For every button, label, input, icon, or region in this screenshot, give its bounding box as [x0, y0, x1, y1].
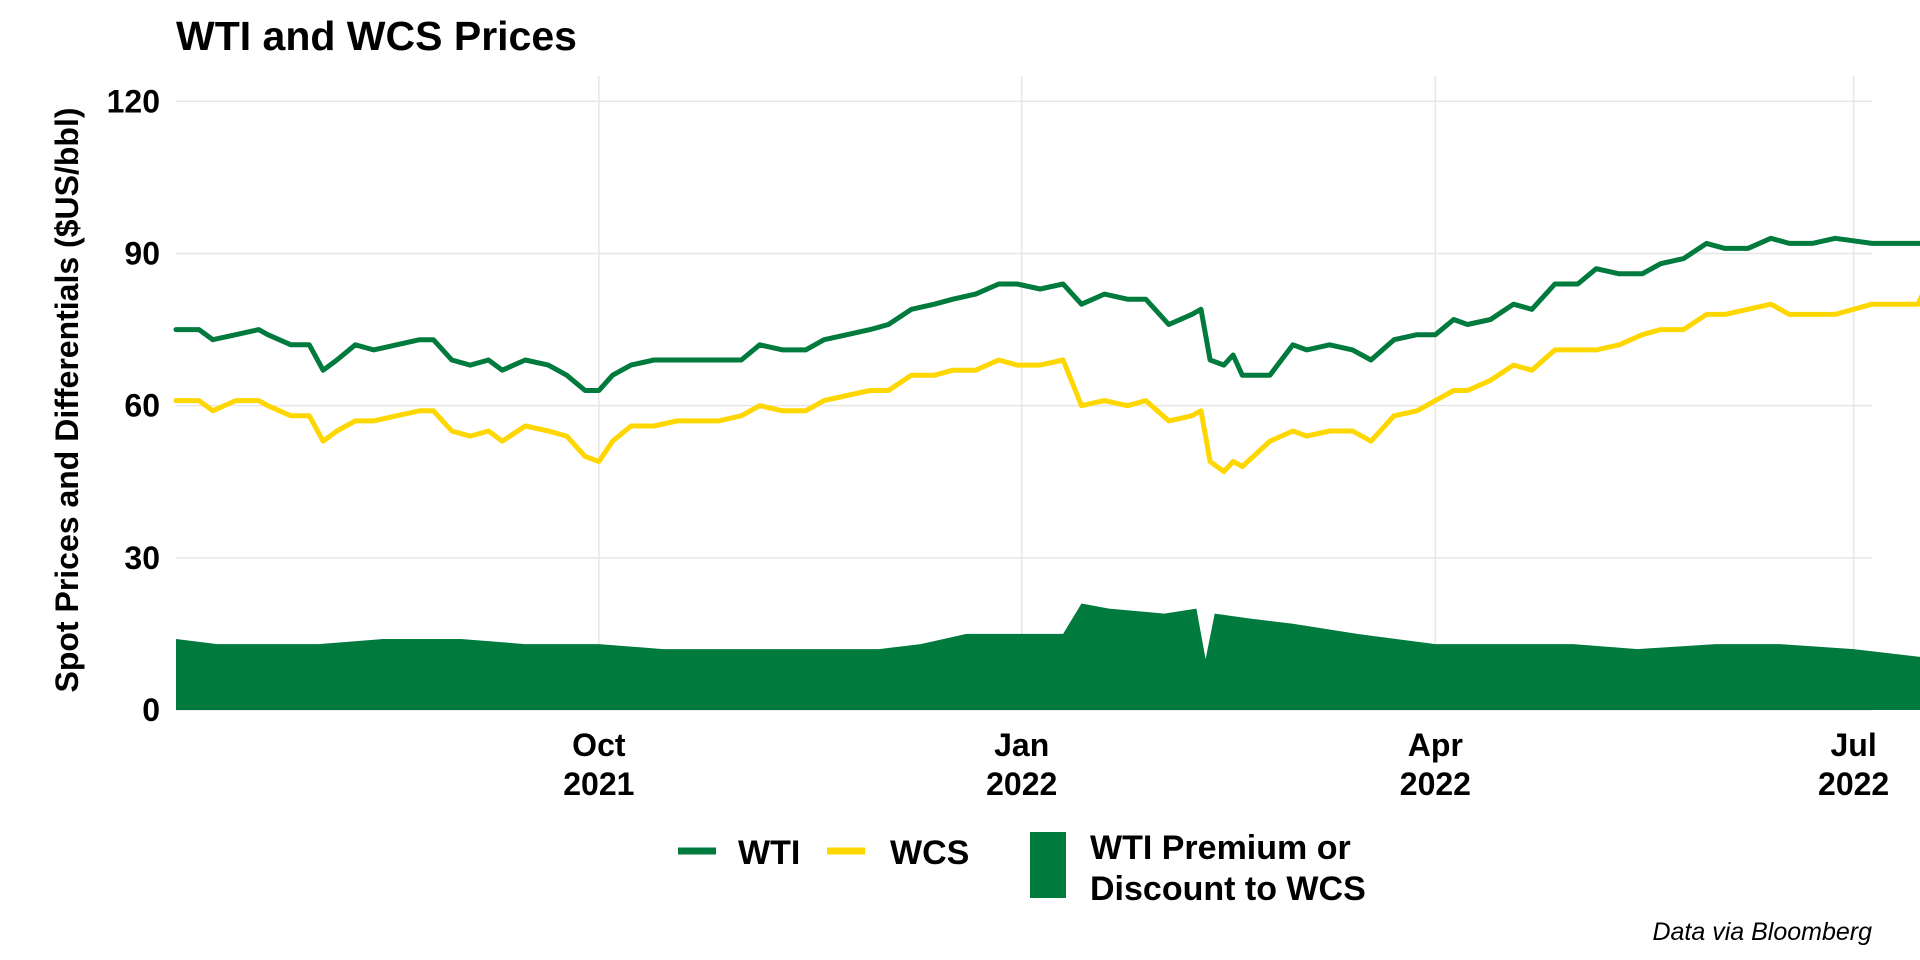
legend-swatch-diff	[1030, 832, 1066, 898]
x-tick-month-3: Jul	[1830, 727, 1876, 763]
x-tick-year-3: 2022	[1818, 766, 1889, 802]
x-tick-month-0: Oct	[572, 727, 626, 763]
y-tick-label-3: 90	[124, 236, 160, 272]
legend-label-wti: WTI	[738, 834, 800, 872]
x-tick-month-2: Apr	[1408, 727, 1463, 763]
legend: WTI WCS WTI Premium or Discount to WCS	[678, 829, 1366, 908]
grid	[176, 76, 1872, 711]
y-axis-ticks: 0 30 60 90 120	[107, 83, 160, 728]
x-tick-year-2: 2022	[1400, 766, 1471, 802]
y-tick-label-4: 120	[107, 83, 160, 119]
legend-label-wcs: WCS	[890, 834, 969, 872]
x-tick-year-1: 2022	[986, 766, 1057, 802]
legend-label-diff-line2: Discount to WCS	[1090, 870, 1366, 908]
plot-line-series	[173, 235, 1920, 475]
source-caption: Data via Bloomberg	[1652, 918, 1872, 946]
x-tick-month-1: Jan	[994, 727, 1049, 763]
plot-area-series	[176, 603, 1920, 710]
y-tick-label-2: 60	[124, 388, 160, 424]
series-line-wti	[173, 235, 1920, 393]
chart-title: WTI and WCS Prices	[176, 13, 577, 59]
legend-label-diff-line1: WTI Premium or	[1090, 829, 1351, 867]
y-tick-label-0: 0	[142, 692, 160, 728]
series-area-premium	[176, 603, 1920, 710]
y-tick-label-1: 30	[124, 540, 160, 576]
y-axis-label: Spot Prices and Differentials ($US/bbl)	[49, 108, 85, 693]
x-tick-year-0: 2021	[563, 766, 634, 802]
series-line-wcs	[173, 293, 1920, 475]
